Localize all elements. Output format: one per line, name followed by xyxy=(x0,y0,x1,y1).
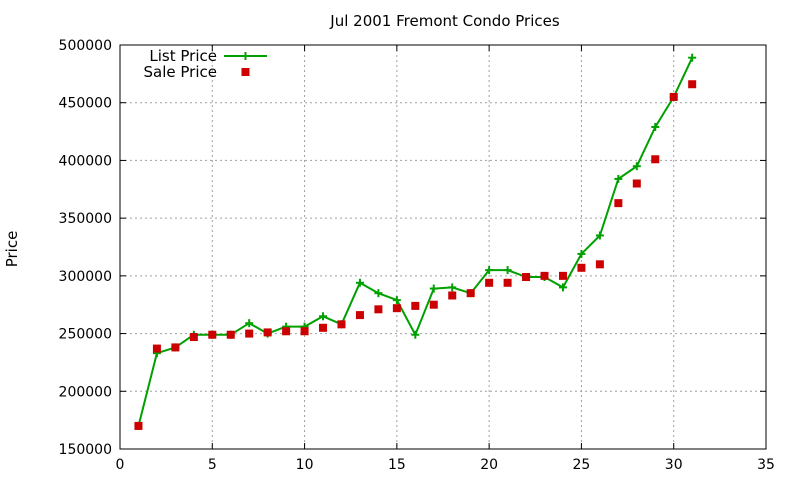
sale-price-point xyxy=(485,278,494,287)
list-price-point xyxy=(688,53,697,62)
y-tick-label: 150000 xyxy=(59,442,112,458)
sale-price-point xyxy=(558,271,567,280)
sale-price-point xyxy=(466,289,475,298)
sale-price-point xyxy=(226,330,235,339)
list-price-point xyxy=(595,231,604,240)
y-axis-label: Price xyxy=(3,231,21,268)
x-tick-label: 30 xyxy=(665,457,683,473)
sale-price-point xyxy=(595,260,604,269)
y-tick-label: 400000 xyxy=(59,153,112,169)
legend: List Price Sale Price xyxy=(144,47,267,81)
list-price-line xyxy=(137,57,694,427)
sale-price-point xyxy=(319,323,328,332)
x-tick-label: 5 xyxy=(208,457,217,473)
list-price-point xyxy=(392,296,401,305)
sale-price-point xyxy=(263,328,272,337)
list-price-point xyxy=(632,162,641,171)
y-tick-label: 450000 xyxy=(59,96,112,112)
sale-price-point xyxy=(448,291,457,300)
sale-price-point xyxy=(374,305,383,314)
sale-price-point xyxy=(300,327,309,336)
x-tick-label: 10 xyxy=(296,457,314,473)
list-price-point xyxy=(614,174,623,183)
sale-price-point xyxy=(282,327,291,336)
sale-price-point xyxy=(522,273,531,282)
x-tick-label: 25 xyxy=(573,457,591,473)
sale-price-point xyxy=(171,343,180,352)
chart-title: Jul 2001 Fremont Condo Prices xyxy=(329,12,560,30)
y-tick-label: 500000 xyxy=(59,38,112,54)
legend-label-sale-price: Sale Price xyxy=(144,63,217,81)
sale-price-point xyxy=(577,263,586,272)
list-price-point xyxy=(374,289,383,298)
list-price-point xyxy=(411,330,420,339)
sale-price-point xyxy=(688,80,697,89)
sale-price-point xyxy=(355,311,364,320)
sale-price-point xyxy=(614,199,623,208)
list-price-point xyxy=(319,312,328,321)
sale-price-point xyxy=(337,320,346,329)
sale-price-point xyxy=(189,333,198,342)
series-layer xyxy=(134,53,697,430)
list-price-point xyxy=(651,122,660,131)
legend-label-list-price: List Price xyxy=(149,47,217,65)
list-price-point xyxy=(503,266,512,275)
sale-price-point xyxy=(503,278,512,287)
y-tick-label: 250000 xyxy=(59,327,112,343)
sale-price-point xyxy=(651,155,660,164)
list-price-point xyxy=(355,278,364,287)
plot-frame xyxy=(119,44,767,450)
list-price-point xyxy=(577,249,586,258)
list-price-point xyxy=(448,283,457,292)
sale-price-point xyxy=(632,179,641,188)
list-price-point xyxy=(558,283,567,292)
x-tick-label: 15 xyxy=(388,457,406,473)
sale-price-point xyxy=(208,330,217,339)
y-tick-label: 350000 xyxy=(59,211,112,227)
list-price-point xyxy=(245,319,254,328)
x-tick-label: 20 xyxy=(480,457,498,473)
axis-ticks: 0 5 10 15 20 25 30 35 150000 200000 250000 300000 35… xyxy=(59,38,775,473)
sale-price-point xyxy=(429,300,438,309)
legend-plus xyxy=(241,52,250,60)
list-price-point xyxy=(429,284,438,293)
sale-price-point xyxy=(152,344,161,353)
x-tick-label: 35 xyxy=(757,457,775,473)
y-tick-label: 300000 xyxy=(59,269,112,285)
y-tick-label: 200000 xyxy=(59,384,112,400)
x-tick-label: 0 xyxy=(116,457,125,473)
legend-marker-list-price xyxy=(241,52,250,60)
list-price-point xyxy=(485,266,494,275)
sale-price-point xyxy=(669,92,678,101)
legend-marker-sale-price xyxy=(241,68,250,76)
sale-price-point xyxy=(392,304,401,313)
sale-price-point xyxy=(411,301,420,310)
grid xyxy=(120,45,766,449)
sale-price-point xyxy=(540,271,549,280)
sale-price-point xyxy=(134,421,143,430)
sale-price-point xyxy=(245,329,254,338)
